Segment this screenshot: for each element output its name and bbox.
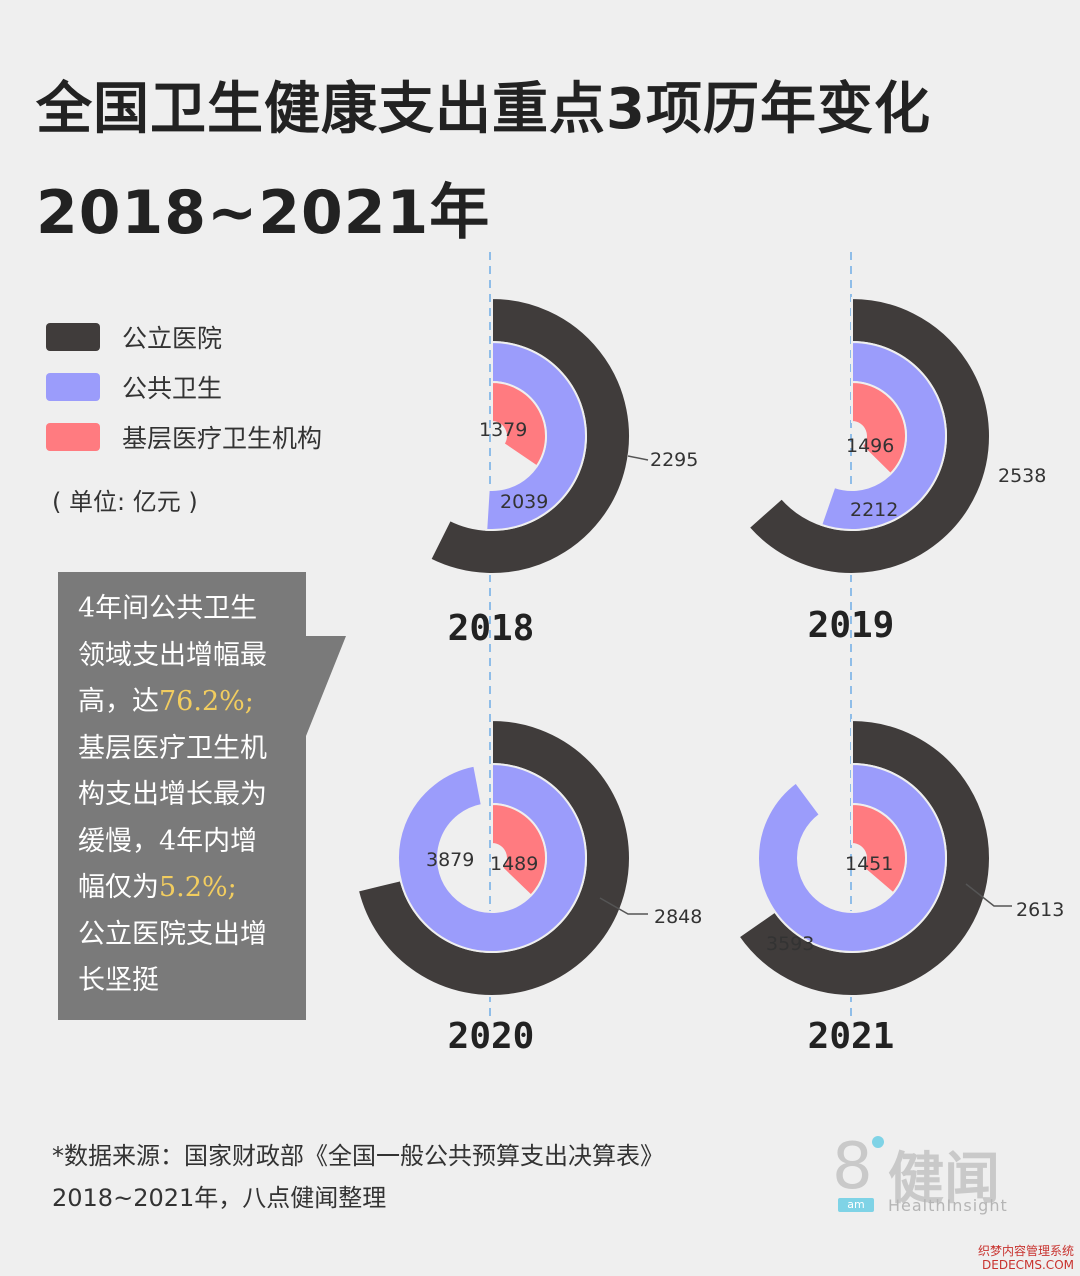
leader-line-2020 xyxy=(599,897,648,915)
callout-segment: 高，达 xyxy=(78,686,159,717)
arc-primary-care-2021 xyxy=(851,802,907,895)
logo-dot-icon xyxy=(872,1136,884,1148)
logo-am-badge: am xyxy=(838,1198,874,1212)
page-title: 全国卫生健康支出重点3项历年变化 xyxy=(36,77,931,142)
logo-mark: 8 xyxy=(832,1130,873,1204)
callout-line: 公立医院支出增 xyxy=(78,918,267,950)
arc-primary-care-2018 xyxy=(491,380,547,468)
label-public-health-2021: 3593 xyxy=(766,933,814,955)
year-label-2018: 2018 xyxy=(448,608,535,649)
leader-line-2021 xyxy=(965,883,1012,907)
callout-line: 基层医疗卫生机 xyxy=(78,732,267,764)
unit-label: ( 单位: 亿元 ) xyxy=(52,488,198,516)
legend-swatch xyxy=(46,423,100,451)
legend-label: 公立医院 xyxy=(122,324,223,353)
legend-item-public-health: 公共卫生 xyxy=(46,362,322,412)
legend-swatch xyxy=(46,373,100,401)
legend: 公立医院 公共卫生 基层医疗卫生机构 xyxy=(46,312,322,462)
logo-english: HealthInsight xyxy=(888,1196,1008,1215)
logo-name: 健闻 xyxy=(888,1147,1000,1212)
year-label-2021: 2021 xyxy=(808,1016,895,1057)
legend-label: 基层医疗卫生机构 xyxy=(122,424,323,453)
callout-line: 缓慢，4年内增 xyxy=(78,825,258,857)
year-label-2020: 2020 xyxy=(448,1016,535,1057)
label-public-health-2019: 2212 xyxy=(850,499,898,521)
brand-logo: 8 am 健闻 HealthInsight xyxy=(832,1130,1022,1220)
callout-line: 构支出增长最为 xyxy=(78,779,267,810)
chart-2021: 2613 3593 1451 2021 xyxy=(737,718,1064,1057)
source-note-year: 2018~2021年，八点健闻整理 xyxy=(52,1184,387,1212)
chart-2018: 2295 2039 1379 2018 xyxy=(428,296,698,649)
label-primary-care-2019: 1496 xyxy=(846,435,894,457)
label-public-hospital-2018: 2295 xyxy=(650,449,698,471)
callout-text: 4年间公共卫生 领域支出增幅最 高，达76.2%; 基层医疗卫生机 构支出增长最… xyxy=(78,586,298,1005)
source-note: *数据来源：国家财政部《全国一般公共预算支出决算表》 xyxy=(52,1142,664,1170)
arc-primary-care-2020 xyxy=(491,802,547,897)
callout-line: 长坚挺 xyxy=(78,965,159,996)
watermark-line: 织梦内容管理系统 xyxy=(977,1244,1074,1258)
label-public-health-2018: 2039 xyxy=(500,491,548,513)
label-public-hospital-2019: 2538 xyxy=(998,465,1046,487)
callout-line: 幅仅为5.2%; xyxy=(78,865,298,912)
legend-item-public-hospital: 公立医院 xyxy=(46,312,322,362)
watermark-line: DEDECMS.COM xyxy=(982,1258,1074,1272)
callout-segment: 幅仅为 xyxy=(78,872,159,903)
chart-2019: 2538 2212 1496 2019 xyxy=(747,296,1046,646)
label-public-hospital-2020: 2848 xyxy=(654,906,702,928)
label-primary-care-2021: 1451 xyxy=(845,853,893,875)
legend-label: 公共卫生 xyxy=(122,374,223,403)
leader-line-2018 xyxy=(627,455,649,461)
chart-2020: 2848 3879 1489 2020 xyxy=(356,718,702,1057)
legend-item-primary-care: 基层医疗卫生机构 xyxy=(46,412,322,462)
page-subtitle: 2018~2021年 xyxy=(36,178,491,248)
legend-swatch xyxy=(46,323,100,351)
label-primary-care-2020: 1489 xyxy=(490,853,538,875)
callout-highlight: 76.2%; xyxy=(159,686,254,717)
callout-highlight: 5.2%; xyxy=(159,872,237,903)
callout-line: 高，达76.2%; xyxy=(78,679,298,726)
callout-line: 领域支出增幅最 xyxy=(78,639,267,671)
label-primary-care-2018: 1379 xyxy=(479,419,527,441)
label-public-health-2020: 3879 xyxy=(426,849,474,871)
arc-primary-care-2019 xyxy=(851,380,907,476)
watermark: 织梦内容管理系统 DEDECMS.COM xyxy=(978,1244,1074,1272)
callout-line: 4年间公共卫生 xyxy=(78,593,258,624)
year-label-2019: 2019 xyxy=(808,605,895,646)
label-public-hospital-2021: 2613 xyxy=(1016,899,1064,921)
